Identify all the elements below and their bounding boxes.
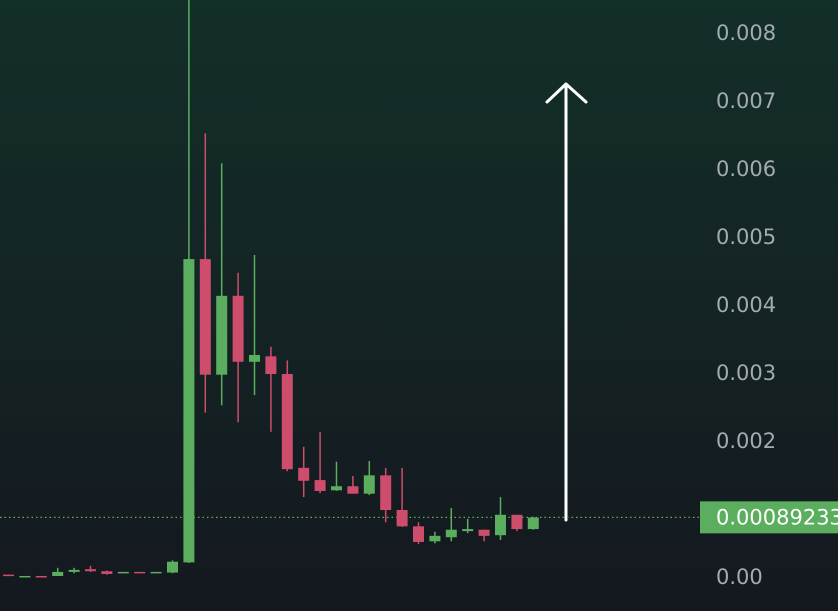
candle-body xyxy=(216,295,228,375)
candle-body xyxy=(150,571,162,574)
candle-body xyxy=(511,514,523,530)
last-price-label: 0.00089233 xyxy=(716,505,838,529)
y-tick-label: 0.00 xyxy=(716,565,763,589)
candle-body xyxy=(281,374,293,470)
candle-body xyxy=(183,259,195,563)
y-tick-label: 0.004 xyxy=(716,293,776,317)
candle-body xyxy=(527,517,539,530)
candle-body xyxy=(380,475,392,511)
candle-body xyxy=(445,529,457,538)
candle-body xyxy=(331,486,342,491)
candle-body xyxy=(265,356,277,375)
candle-body xyxy=(249,354,260,362)
last-price-box xyxy=(700,501,838,534)
candle-body xyxy=(232,295,244,362)
candle-body xyxy=(52,571,64,576)
candle-body xyxy=(298,467,310,481)
candle-body xyxy=(462,529,474,532)
y-tick-label: 0.008 xyxy=(716,21,776,45)
candle-body xyxy=(495,514,506,536)
candle-body xyxy=(363,475,375,494)
candle-body xyxy=(35,575,47,578)
candle-body xyxy=(3,574,14,577)
candle-body xyxy=(413,526,424,542)
candle-body xyxy=(19,575,31,578)
y-tick-label: 0.005 xyxy=(716,225,776,249)
candle-body xyxy=(167,561,178,573)
candle-body xyxy=(347,486,359,494)
candle-body xyxy=(478,529,490,536)
y-tick-label: 0.006 xyxy=(716,157,776,181)
candle-body xyxy=(68,569,80,572)
y-tick-label: 0.003 xyxy=(716,361,776,385)
y-tick-label: 0.007 xyxy=(716,89,776,113)
candle-body xyxy=(85,569,96,572)
arrow xyxy=(545,82,588,522)
candle-body xyxy=(199,259,211,375)
candle-body xyxy=(117,571,129,574)
candle-body xyxy=(134,571,146,574)
candle-body xyxy=(314,480,326,491)
candle-body xyxy=(101,571,113,574)
y-tick-label: 0.002 xyxy=(716,429,776,453)
candle-body xyxy=(396,510,408,527)
candle-body xyxy=(429,535,441,542)
